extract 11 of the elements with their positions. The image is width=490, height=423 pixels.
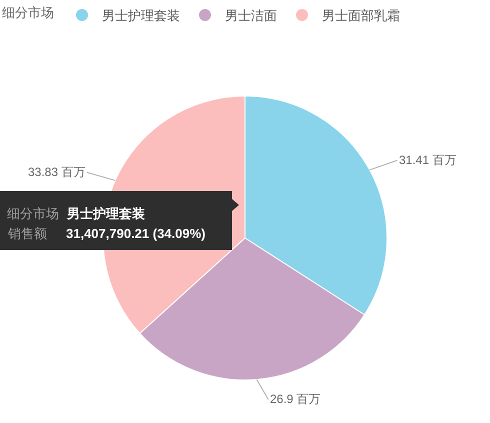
text: 细分市场 bbox=[7, 206, 59, 221]
data-label: 31.41 百万 bbox=[399, 153, 456, 167]
text: 31,407,790.21 (34.09%) bbox=[66, 226, 206, 241]
legend-label: 男士洁面 bbox=[225, 8, 277, 24]
legend-label: 男士护理套装 bbox=[102, 8, 180, 24]
legend-label: 男士面部乳霜 bbox=[322, 8, 400, 24]
data-label: 26.9 百万 bbox=[270, 392, 321, 406]
text: 男士护理套装 bbox=[66, 206, 145, 221]
data-label: 33.83 百万 bbox=[28, 165, 86, 179]
legend-title: 细分市场 bbox=[2, 4, 54, 20]
text: 销售额 bbox=[7, 226, 47, 241]
